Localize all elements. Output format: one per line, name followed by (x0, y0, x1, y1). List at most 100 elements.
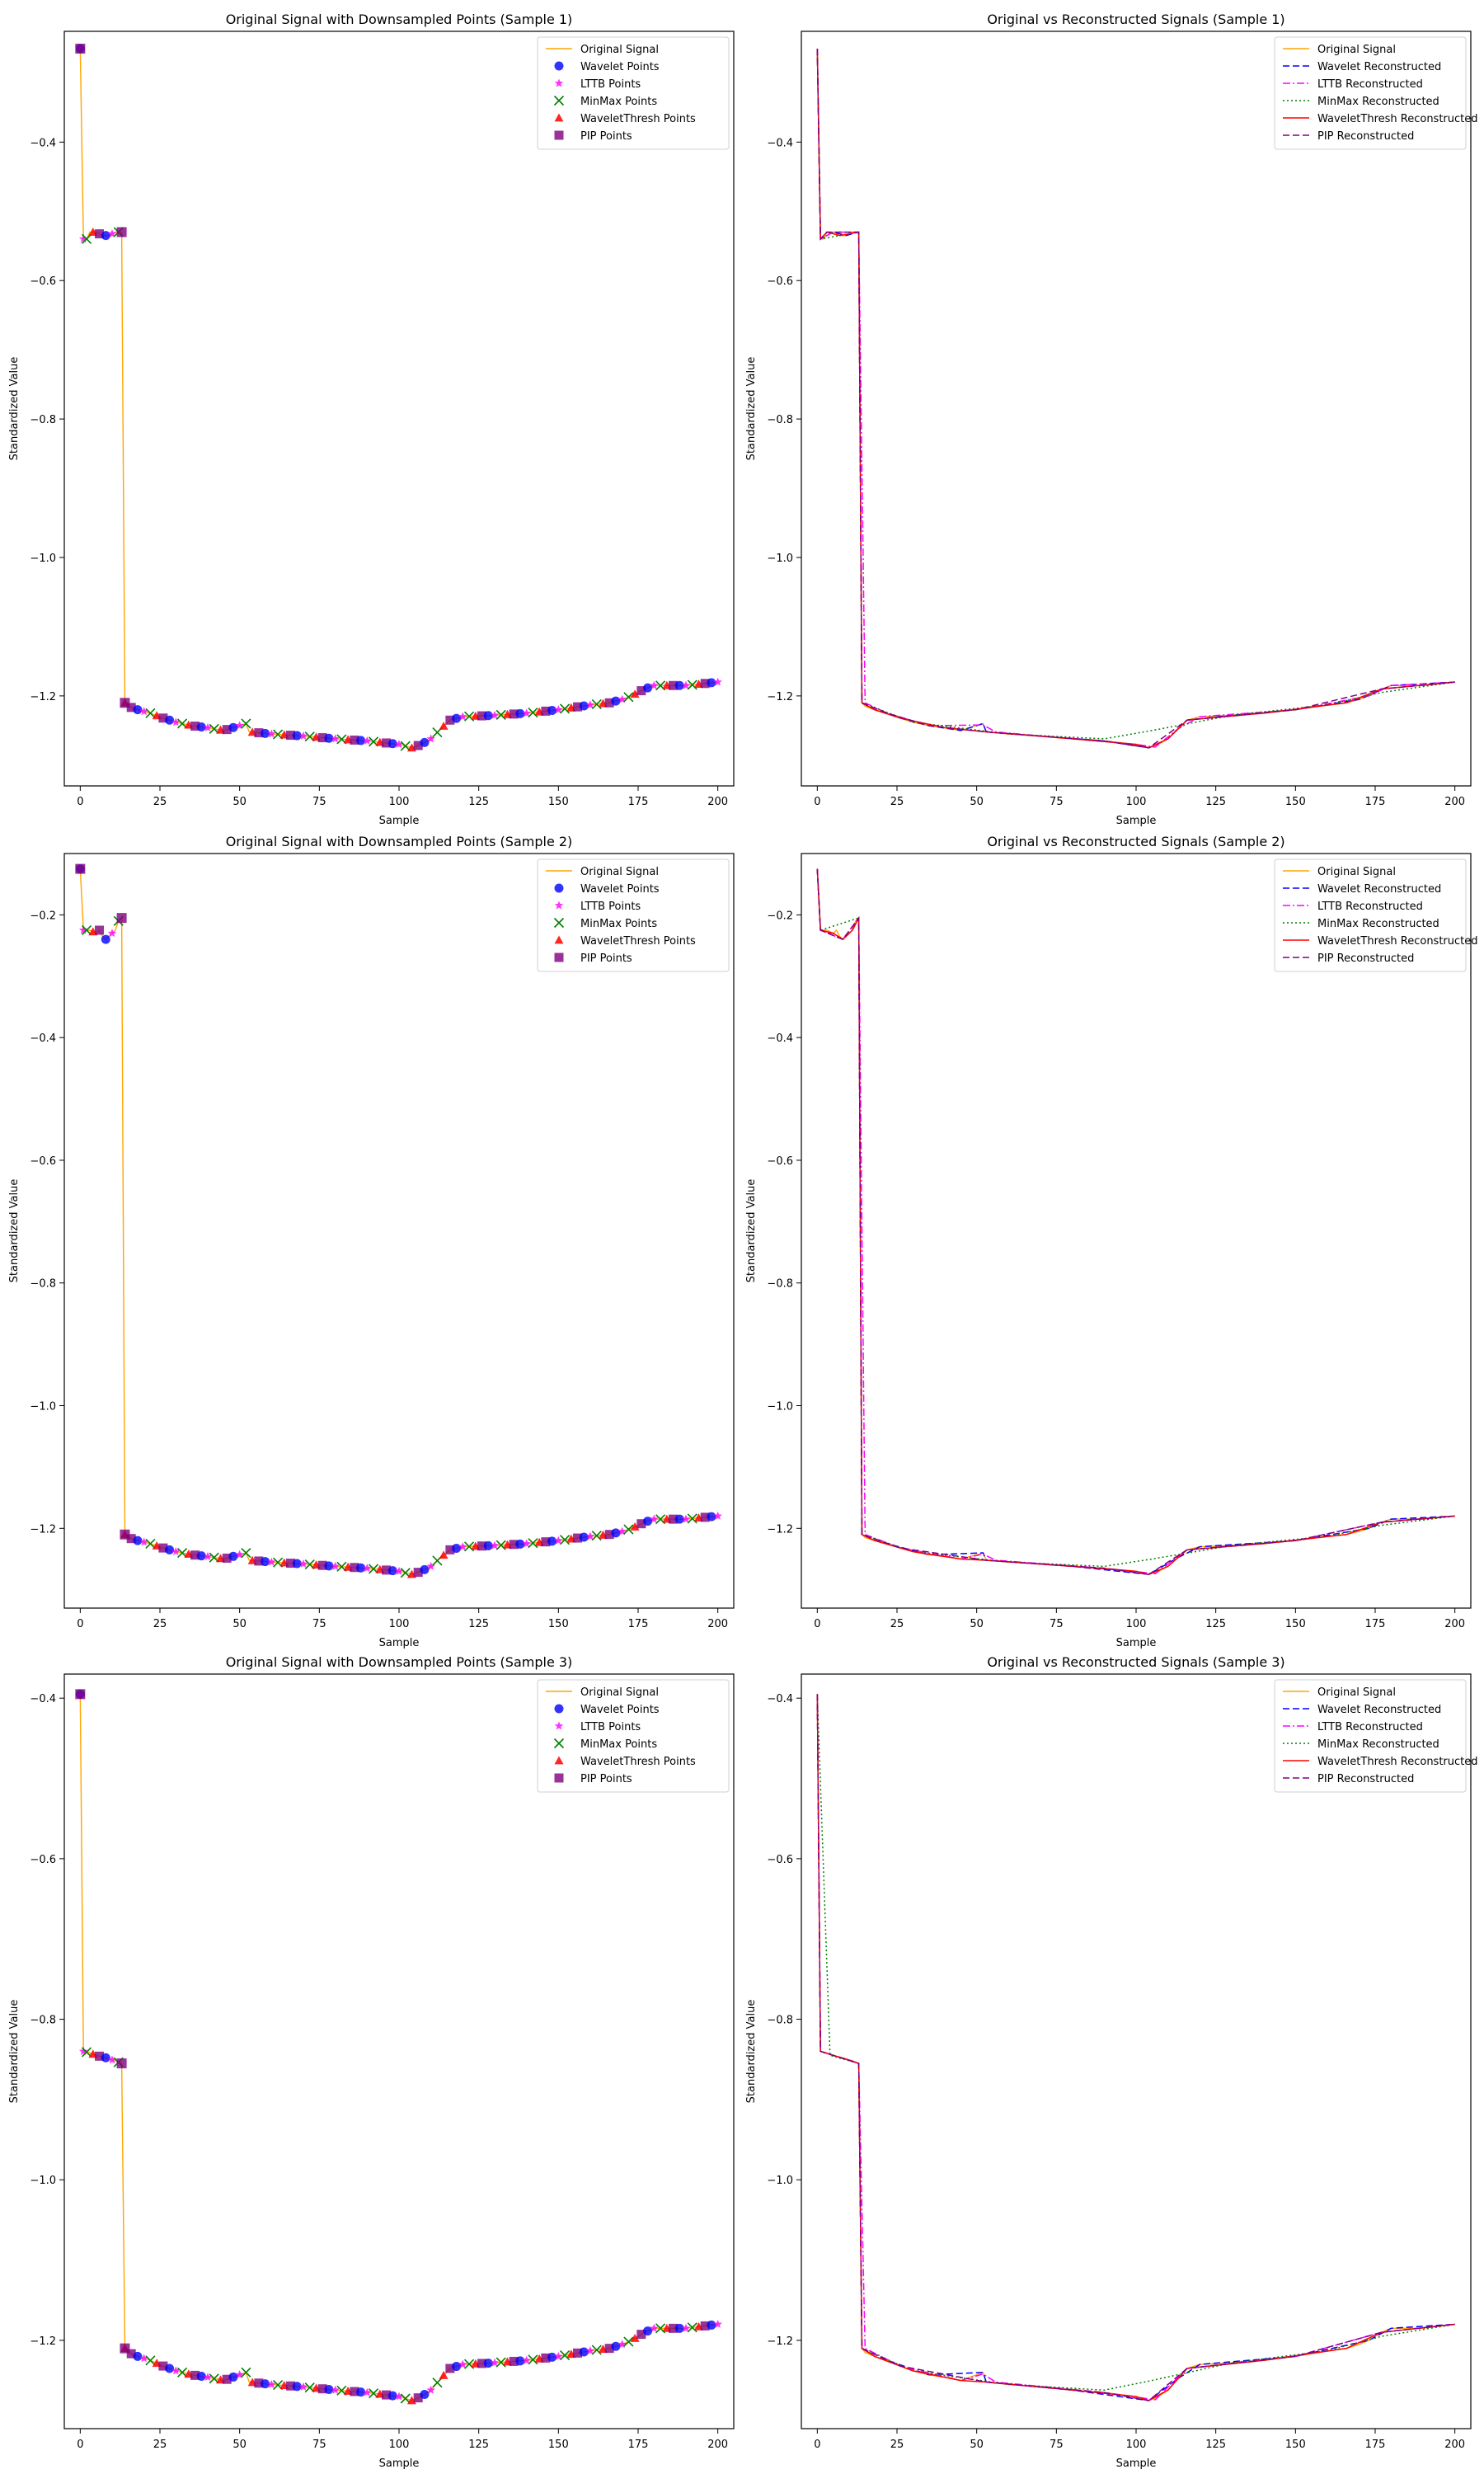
marker-wavelet-points (579, 2347, 589, 2357)
marker-lttb-points (585, 700, 595, 709)
marker-lttb-points (713, 677, 722, 686)
marker-pip-points (541, 706, 551, 716)
marker-pip-points (254, 728, 264, 738)
x-tick-label: 50 (970, 2439, 984, 2451)
x-tick-label: 0 (77, 1618, 83, 1630)
marker-wavelet-points (101, 934, 110, 944)
marker-minmax-points (623, 692, 634, 703)
marker-wavelet-points (483, 1540, 493, 1550)
x-tick-label: 50 (232, 2439, 247, 2451)
marker-minmax-points (241, 718, 251, 729)
legend-entry: LTTB Reconstructed (1283, 1721, 1423, 1733)
marker-pip-points (116, 2058, 127, 2069)
x-tick-label: 125 (468, 796, 489, 808)
marker-lttb-points (363, 1564, 372, 1573)
marker-pip-points (222, 1553, 232, 1563)
marker-wavelet-points (228, 722, 238, 732)
legend-entry: Wavelet Points (554, 883, 660, 896)
marker-wavelet-points (324, 733, 334, 743)
marker-lttb-points (426, 2385, 435, 2394)
y-tick-label: −1.2 (30, 2335, 56, 2348)
marker-wavelet-points (101, 231, 110, 241)
x-tick-label: 125 (1205, 796, 1226, 808)
marker-pip-points (222, 2374, 232, 2384)
marker-minmax-points (241, 2367, 251, 2378)
marker-lttb-points (650, 2323, 659, 2332)
legend-entry: MinMax Points (553, 917, 657, 930)
series-line-minmax-reconstructed (816, 48, 1455, 740)
legend-label: MinMax Points (580, 918, 657, 930)
legend-entry: WaveletThresh Reconstructed (1283, 113, 1478, 125)
legend-entry: Wavelet Reconstructed (1283, 1704, 1441, 1716)
marker-wavelet-points (101, 2053, 110, 2062)
marker-lttb-points (522, 1539, 531, 1548)
marker-pip-points (413, 2393, 423, 2403)
marker-wavelet-points (133, 1536, 143, 1545)
marker-pip-points (350, 1563, 359, 1573)
legend-entry: LTTB Reconstructed (1283, 901, 1423, 913)
y-axis-label: Standardized Value (8, 1179, 21, 1283)
legend-entry: PIP Points (554, 1773, 632, 1785)
marker-pip-points (286, 731, 296, 741)
marker-wavelet-points (483, 711, 493, 721)
legend-label: Wavelet Points (580, 883, 660, 896)
chart-title: Original Signal with Downsampled Points … (226, 834, 573, 849)
legend-swatch (554, 901, 564, 910)
y-tick-label: −0.4 (767, 1693, 793, 1705)
series-line-lttb-reconstructed (816, 868, 1455, 1575)
x-tick-label: 175 (1365, 1618, 1386, 1630)
legend-label: WaveletThresh Points (580, 113, 696, 125)
marker-lttb-points (331, 2385, 340, 2394)
marker-wavelet-points (196, 2372, 206, 2382)
marker-minmax-points (400, 741, 411, 751)
x-tick-label: 25 (153, 2439, 167, 2451)
marker-pip-points (669, 1514, 679, 1524)
marker-pip-points (190, 721, 200, 731)
marker-lttb-points (490, 1540, 500, 1550)
marker-pip-points (317, 1560, 327, 1570)
marker-wavelet-points (324, 1561, 334, 1571)
chart-title: Original vs Reconstructed Signals (Sampl… (987, 834, 1284, 849)
x-tick-label: 75 (1050, 2439, 1064, 2451)
x-tick-label: 150 (548, 1618, 569, 1630)
plot-area (75, 1689, 722, 2405)
series-line-original-signal (79, 48, 718, 749)
y-tick-label: −0.4 (30, 137, 56, 149)
legend-box (537, 36, 730, 150)
x-tick-label: 25 (153, 796, 167, 808)
marker-pip-points (509, 1540, 519, 1550)
marker-waveletthresh-points (439, 722, 448, 730)
legend-entry: LTTB Points (554, 1721, 641, 1733)
x-tick-label: 200 (1444, 2439, 1465, 2451)
marker-pip-points (604, 698, 614, 708)
marker-lttb-points (171, 2366, 181, 2375)
y-tick-label: −1.2 (767, 1523, 793, 1536)
series-line-minmax-reconstructed (816, 1694, 1455, 2392)
marker-pip-points (636, 1519, 646, 1529)
marker-pip-points (158, 1543, 168, 1553)
y-tick-label: −0.8 (767, 414, 793, 426)
marker-minmax-points (241, 1547, 251, 1559)
marker-pip-points (95, 229, 105, 239)
y-tick-label: −0.2 (767, 910, 793, 922)
marker-wavelet-points (165, 715, 175, 725)
x-tick-label: 0 (77, 796, 83, 808)
legend-label: Wavelet Points (580, 61, 660, 73)
chart-panel-5: Original Signal with Downsampled Points … (8, 1654, 735, 2470)
marker-pip-points (573, 702, 583, 712)
marker-pip-points (286, 2381, 296, 2391)
x-tick-label: 50 (232, 796, 247, 808)
legend-label: MinMax Reconstructed (1317, 96, 1439, 108)
legend-label: LTTB Points (580, 78, 641, 91)
chart-title: Original vs Reconstructed Signals (Sampl… (987, 1654, 1284, 1670)
marker-lttb-points (267, 2379, 276, 2388)
marker-waveletthresh-points (630, 2333, 640, 2342)
legend-swatch (554, 61, 564, 71)
marker-wavelet-points (196, 1551, 206, 1561)
x-tick-label: 50 (970, 796, 984, 808)
legend-label: LTTB Reconstructed (1317, 901, 1423, 913)
x-tick-label: 175 (1365, 796, 1386, 808)
marker-lttb-points (394, 2392, 404, 2401)
y-tick-label: −0.4 (767, 137, 793, 149)
